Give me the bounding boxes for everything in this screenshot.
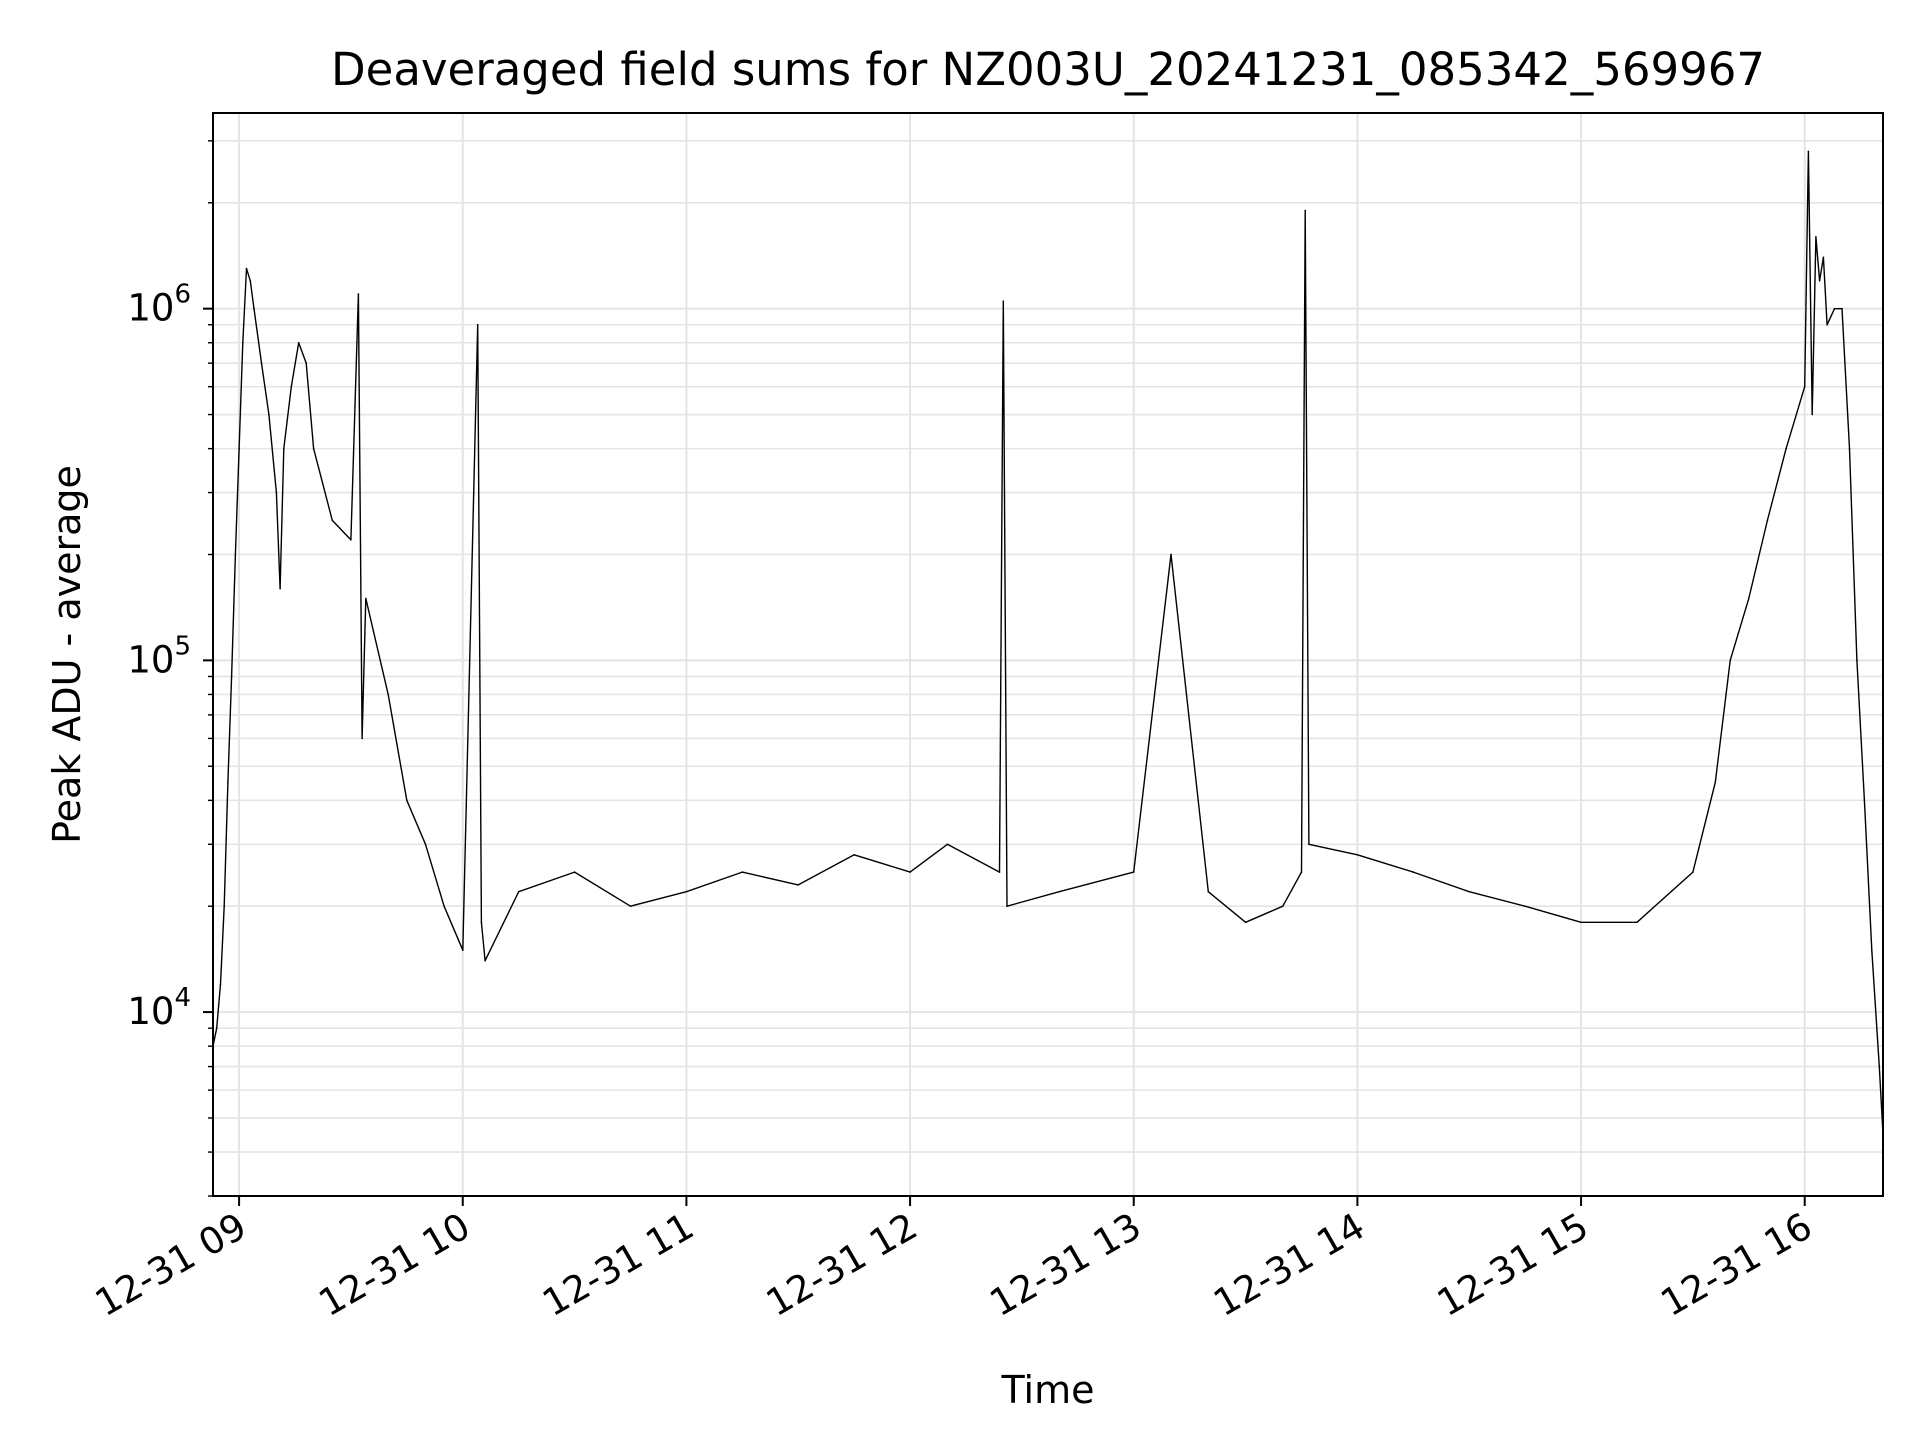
- data-point: [1132, 871, 1135, 873]
- data-point: [1468, 890, 1470, 893]
- data-point: [283, 447, 285, 450]
- y-tick-label: 105: [127, 631, 191, 681]
- data-point: [443, 905, 445, 907]
- data-point: [1841, 307, 1843, 310]
- data-point: [424, 843, 427, 846]
- chart-title: Deaveraged field sums for NZ003U_2024123…: [331, 43, 1765, 96]
- data-point: [1826, 324, 1828, 326]
- data-point: [797, 884, 799, 886]
- data-point: [1006, 905, 1008, 907]
- axes-frame: [212, 112, 1884, 1197]
- data-point: [1785, 447, 1787, 450]
- data-point: [260, 362, 263, 364]
- data-point: [1818, 280, 1821, 282]
- data-point: [1811, 413, 1813, 416]
- data-point: [1748, 597, 1750, 600]
- data-point: [331, 519, 334, 522]
- data-point: [312, 447, 315, 450]
- y-tick-label: 106: [127, 280, 191, 330]
- data-point: [1244, 921, 1247, 924]
- data-point: [1580, 921, 1582, 924]
- data-point: [219, 983, 222, 985]
- data-point: [1871, 949, 1873, 951]
- data-point: [1878, 1065, 1881, 1068]
- data-point: [1524, 905, 1526, 907]
- data-point: [484, 959, 486, 962]
- data-point: [462, 949, 464, 951]
- data-point: [946, 843, 949, 846]
- data-point: [685, 890, 688, 893]
- x-axis-label: Time: [1001, 1368, 1095, 1412]
- data-point: [517, 890, 520, 893]
- data-point: [573, 871, 576, 873]
- data-point: [1207, 890, 1210, 893]
- data-point: [1863, 799, 1866, 802]
- y-axis-label: Peak ADU - average: [45, 465, 89, 844]
- data-point: [1308, 843, 1310, 846]
- data-point: [1848, 447, 1851, 450]
- data-point: [480, 921, 483, 924]
- data-point: [1002, 300, 1005, 303]
- data-point: [1300, 871, 1303, 873]
- data-point: [1833, 307, 1836, 310]
- data-point: [297, 341, 300, 344]
- data-point: [279, 587, 281, 590]
- data-point: [268, 413, 270, 416]
- data-point: [230, 675, 233, 678]
- data-point: [245, 267, 248, 270]
- data-point: [1807, 150, 1810, 153]
- data-point: [242, 341, 244, 344]
- data-point: [275, 491, 278, 494]
- plot-area: [212, 150, 1884, 1135]
- data-point: [1282, 905, 1284, 907]
- data-point: [223, 905, 225, 907]
- data-point: [227, 781, 229, 784]
- data-point: [1856, 659, 1858, 662]
- data-point: [1803, 385, 1806, 388]
- data-point: [1815, 236, 1817, 238]
- data-point: [406, 799, 408, 802]
- data-point: [998, 871, 1001, 873]
- data-point: [909, 871, 911, 873]
- grid: [213, 113, 1883, 1197]
- data-point: [305, 362, 308, 364]
- data-point: [350, 539, 352, 541]
- data-point: [1412, 871, 1415, 873]
- data-point: [1304, 209, 1306, 212]
- data-point: [741, 871, 744, 873]
- data-point: [253, 307, 255, 310]
- data-point: [1636, 921, 1638, 924]
- data-point: [215, 1027, 218, 1029]
- y-tick-label: 104: [127, 983, 191, 1033]
- y-axis: 104 105 106: [127, 140, 213, 1197]
- data-point: [853, 854, 855, 856]
- data-point: [365, 597, 367, 600]
- data-point: [1766, 519, 1769, 522]
- data-point: [1729, 659, 1731, 662]
- data-point: [234, 553, 237, 556]
- data-point: [238, 447, 240, 450]
- data-point: [1822, 256, 1825, 259]
- data-point: [387, 693, 390, 696]
- data-point: [361, 737, 363, 740]
- data-point: [1692, 871, 1694, 873]
- data-point: [357, 293, 360, 295]
- data-point: [629, 905, 632, 907]
- series-line-0: [212, 150, 1884, 1135]
- data-point: [249, 280, 252, 282]
- data-point: [1058, 890, 1060, 893]
- data-point: [476, 324, 479, 326]
- data-point: [290, 385, 293, 388]
- data-point: [1170, 553, 1172, 556]
- data-point: [1356, 854, 1359, 856]
- data-point: [1714, 781, 1717, 784]
